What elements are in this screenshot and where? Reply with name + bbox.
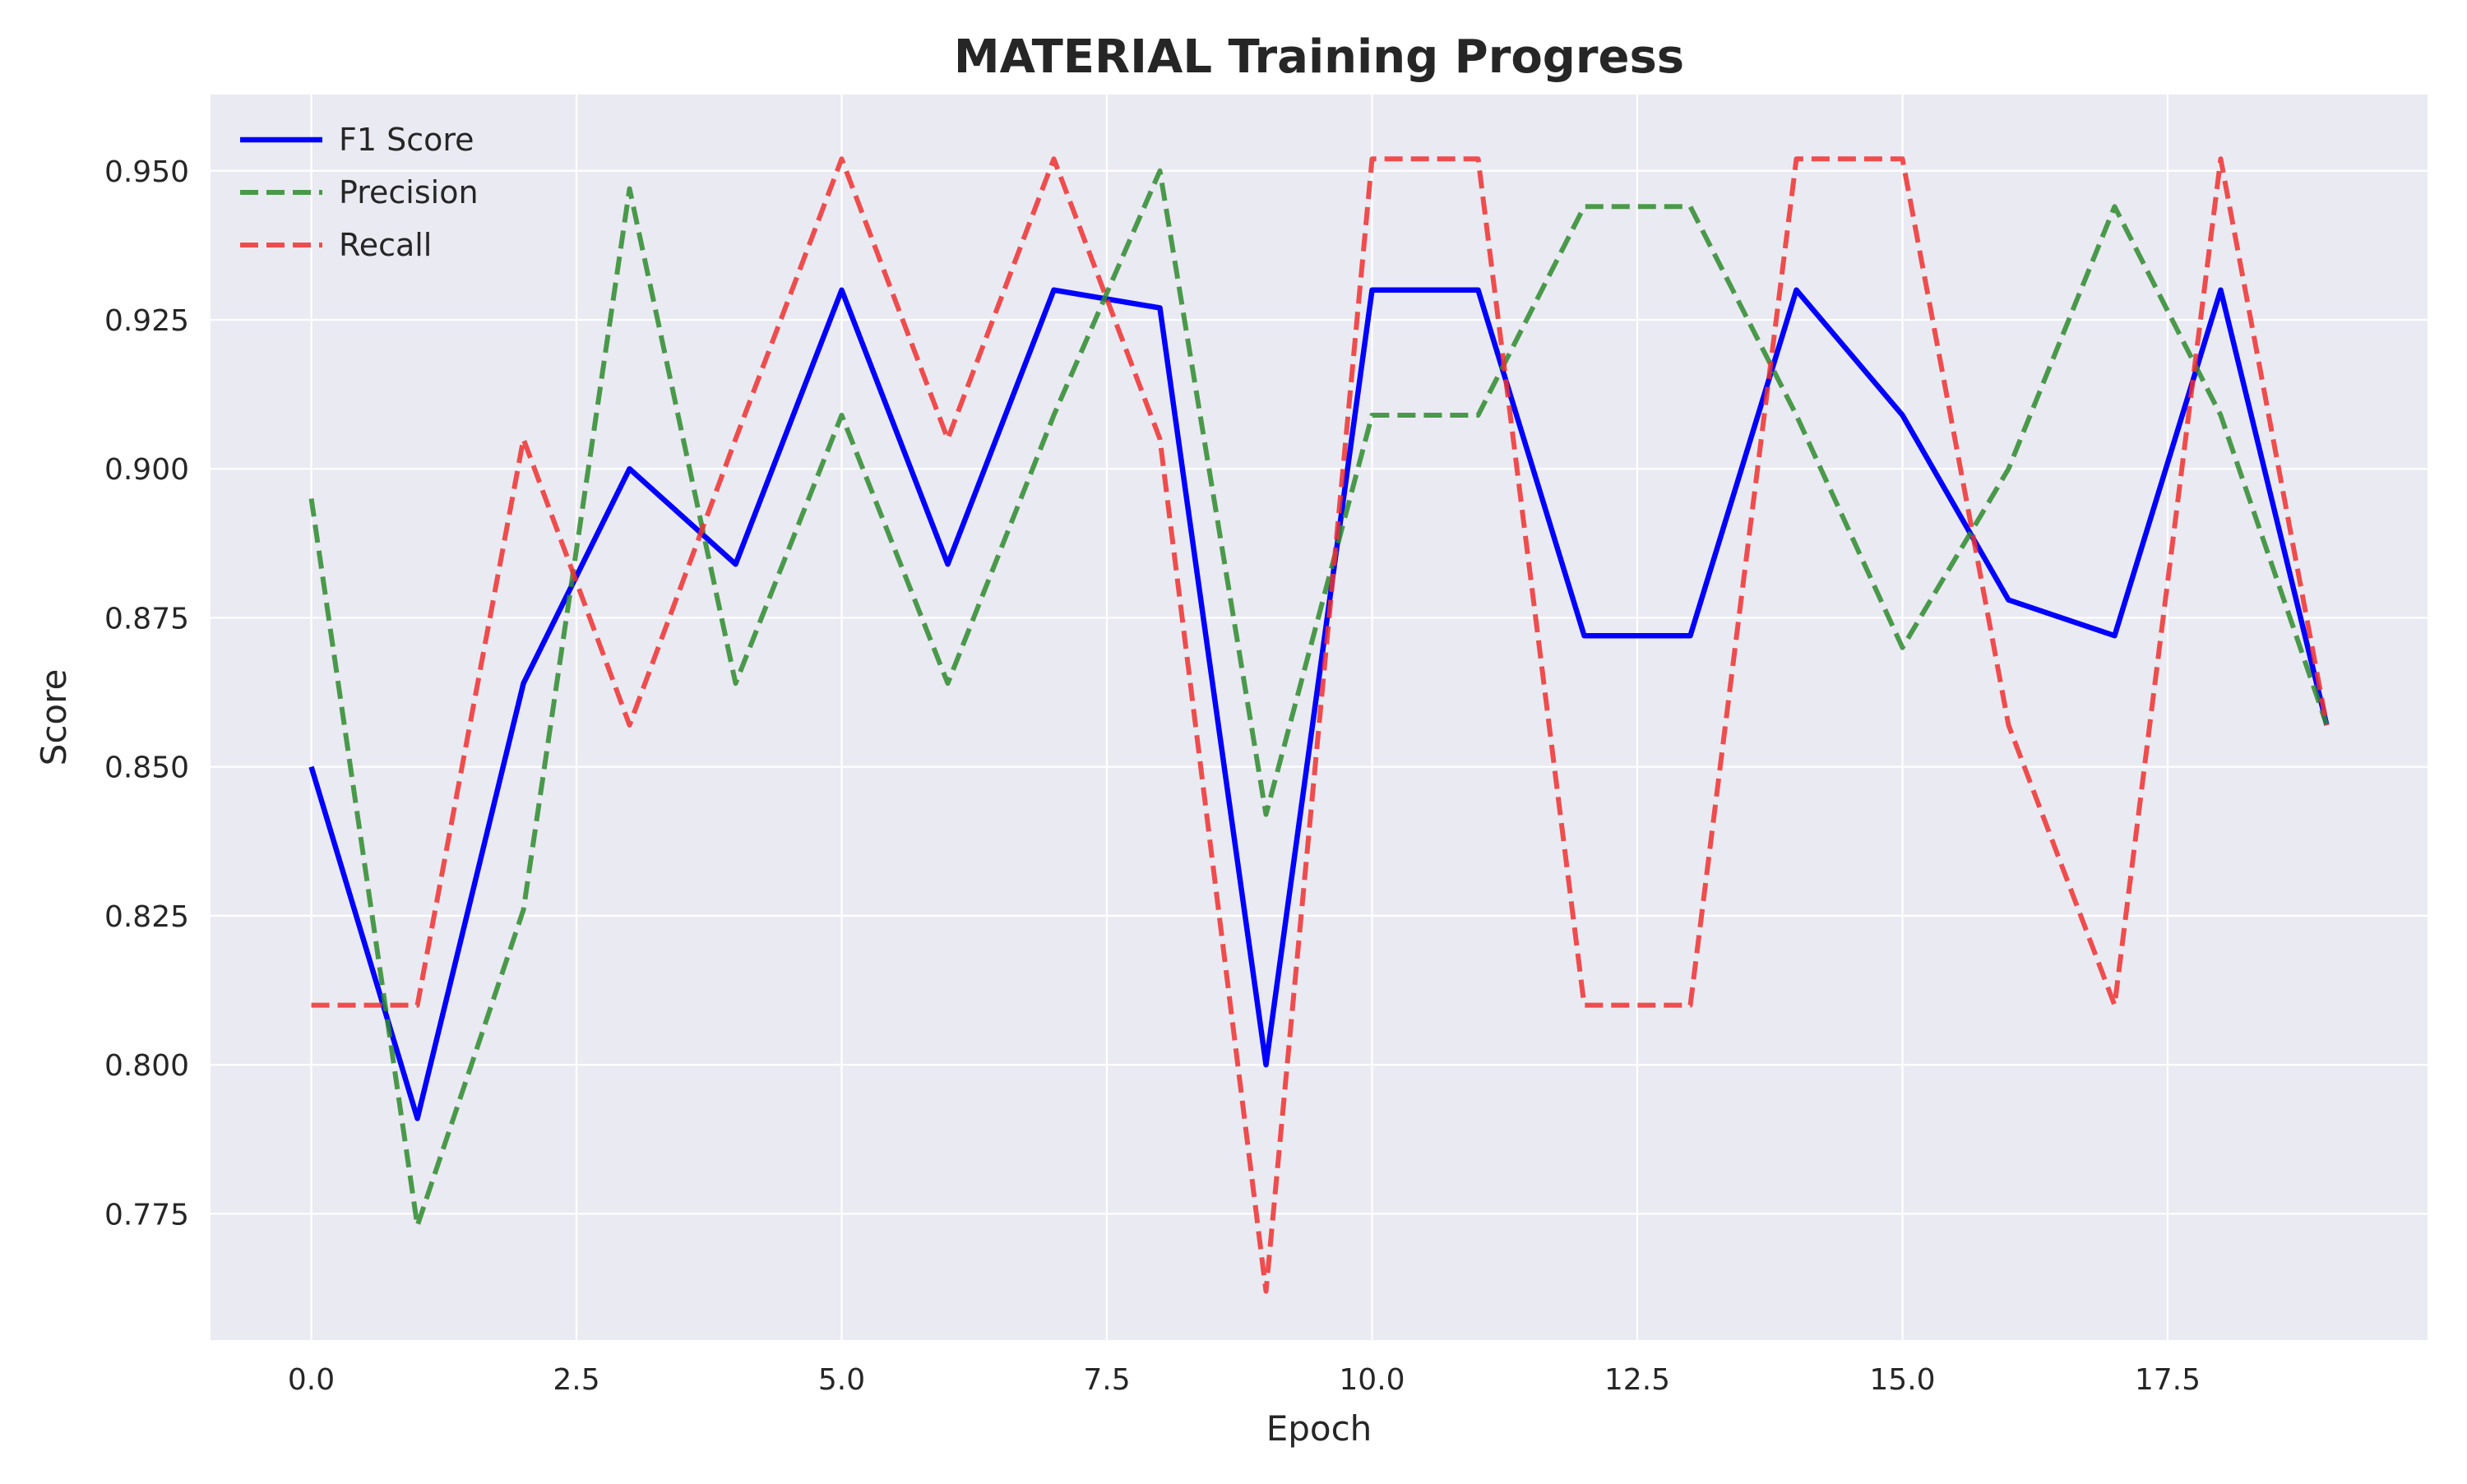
legend-label-recall: Recall: [339, 227, 432, 263]
y-tick-label: 0.775: [104, 1198, 189, 1232]
y-tick-label: 0.950: [104, 155, 189, 189]
y-tick-label: 0.925: [104, 304, 189, 338]
x-tick-label: 12.5: [1604, 1363, 1670, 1397]
legend-label-f1-score: F1 Score: [339, 122, 474, 158]
y-tick-label: 0.825: [104, 900, 189, 934]
x-tick-label: 5.0: [818, 1363, 865, 1397]
series-line-f1-score: [308, 287, 2330, 1121]
series-lines: [308, 156, 2330, 1294]
axis-ticks: 0.775 0.800 0.825 0.850 0.875 0.900 0.925 0.950…: [104, 155, 2201, 1397]
x-tick-label: 0.0: [288, 1363, 335, 1397]
y-tick-label: 0.900: [104, 453, 189, 487]
y-tick-label: 0.875: [104, 602, 189, 636]
x-tick-label: 2.5: [553, 1363, 599, 1397]
y-tick-label: 0.850: [104, 751, 189, 785]
y-axis-label: Score: [34, 669, 74, 766]
series-line-recall: [311, 156, 2330, 1294]
y-tick-label: 0.800: [104, 1049, 189, 1083]
legend-label-precision: Precision: [339, 174, 479, 210]
legend: F1 Score Precision Recall: [240, 122, 479, 263]
x-tick-label: 15.0: [1869, 1363, 1935, 1397]
series-line-precision: [308, 168, 2330, 1228]
x-tick-label: 17.5: [2135, 1363, 2201, 1397]
grid-lines: [211, 95, 2428, 1340]
x-tick-label: 7.5: [1083, 1363, 1130, 1397]
chart-title: MATERIAL Training Progress: [954, 30, 1684, 84]
x-tick-label: 10.0: [1339, 1363, 1405, 1397]
x-axis-label: Epoch: [1266, 1408, 1372, 1449]
